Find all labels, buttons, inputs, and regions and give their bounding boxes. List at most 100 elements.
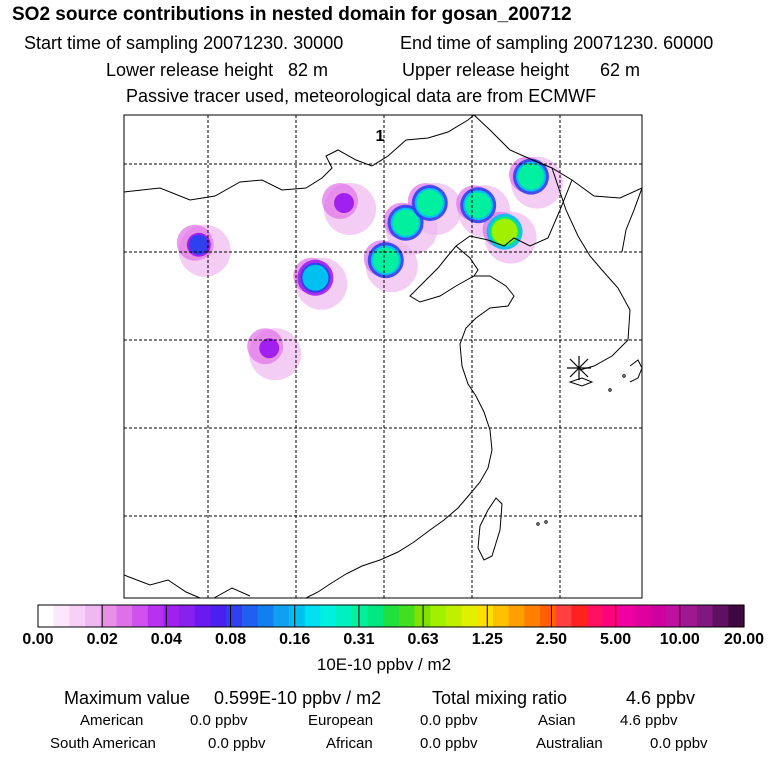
island xyxy=(622,374,626,378)
colorbar-swatch xyxy=(665,605,682,627)
colorbar-swatch xyxy=(367,605,384,627)
source-core xyxy=(336,195,352,211)
colorbar-swatch xyxy=(398,605,416,627)
source-core xyxy=(416,190,443,216)
source-core xyxy=(392,209,419,236)
colorbar-swatch xyxy=(508,605,525,627)
colorbar-swatch xyxy=(492,605,510,627)
total-mixing-label: Total mixing ratio xyxy=(432,688,568,708)
source-core xyxy=(372,247,399,274)
end-time-label: End time of sampling 20071230. 60000 xyxy=(400,33,714,53)
island xyxy=(568,377,594,387)
colorbar-swatch xyxy=(383,605,400,627)
coastline xyxy=(551,167,631,371)
colorbar-frame xyxy=(37,604,745,628)
colorbar-swatch xyxy=(320,605,337,627)
colorbar-swatch xyxy=(179,605,196,627)
coastline-layer xyxy=(124,115,642,598)
plume-layer xyxy=(176,156,563,381)
colorbar-swatch xyxy=(53,605,70,627)
region-value: 0.0 ppbv xyxy=(420,712,478,729)
colorbar-tick-label: 0.00 xyxy=(22,631,54,648)
region-name: South American xyxy=(50,735,156,752)
colorbar-tick-label: 0.63 xyxy=(407,631,439,648)
region-value: 0.0 ppbv xyxy=(208,735,266,752)
colorbar-swatch xyxy=(69,605,86,627)
colorbar-swatch xyxy=(540,605,557,627)
source-core xyxy=(465,192,492,219)
region-value: 0.0 ppbv xyxy=(190,712,248,729)
colorbar xyxy=(38,605,745,627)
colorbar-swatch xyxy=(289,605,306,627)
chart-title: SO2 source contributions in nested domai… xyxy=(12,4,572,25)
colorbar-swatch xyxy=(712,605,729,627)
island xyxy=(536,522,540,526)
colorbar-swatch xyxy=(226,605,243,627)
region-name: American xyxy=(80,712,144,729)
tracer-note: Passive tracer used, meteorological data… xyxy=(126,86,597,106)
colorbar-swatch xyxy=(477,605,494,627)
colorbar-swatch xyxy=(38,605,55,627)
colorbar-swatch xyxy=(273,605,290,627)
colorbar-swatch xyxy=(587,605,604,627)
national-border xyxy=(124,574,201,598)
source-core xyxy=(491,218,518,245)
colorbar-swatch xyxy=(602,605,620,627)
source-core xyxy=(188,234,209,255)
colorbar-swatch xyxy=(696,605,714,627)
national-border xyxy=(213,587,251,598)
colorbar-tick-label: 1.25 xyxy=(471,631,503,648)
colorbar-tick-label: 20.00 xyxy=(723,631,765,648)
colorbar-tick-label: 0.08 xyxy=(214,631,247,648)
colorbar-swatch xyxy=(681,605,698,627)
colorbar-tick-label: 0.31 xyxy=(343,631,375,648)
colorbar-swatch xyxy=(241,605,259,627)
colorbar-swatch xyxy=(336,605,353,627)
colorbar-swatch xyxy=(571,605,588,627)
colorbar-swatch xyxy=(524,605,541,627)
source-core xyxy=(302,264,329,291)
lat-lon-grid xyxy=(124,115,642,598)
region-name: European xyxy=(308,712,374,729)
colorbar-tick-label: 10.00 xyxy=(659,631,700,648)
colorbar-swatch xyxy=(649,605,667,627)
panel-label: 1 xyxy=(376,128,385,145)
region-name: African xyxy=(326,735,373,752)
upper-height-label: Upper release height xyxy=(402,60,570,80)
colorbar-swatch xyxy=(85,605,102,627)
lower-height-label: Lower release height xyxy=(106,60,274,80)
coastline xyxy=(455,245,479,277)
colorbar-swatch xyxy=(304,605,321,627)
colorbar-swatch xyxy=(163,605,180,627)
source-core xyxy=(261,340,278,357)
max-value-label: Maximum value xyxy=(64,688,191,708)
colorbar-swatch xyxy=(728,605,745,627)
region-value: 0.0 ppbv xyxy=(420,735,478,752)
island xyxy=(629,359,642,383)
lower-height-value: 82 m xyxy=(288,60,329,80)
receptor-marker xyxy=(567,356,591,380)
region-name: Australian xyxy=(536,735,603,752)
colorbar-swatch xyxy=(430,605,447,627)
colorbar-swatch xyxy=(132,605,149,627)
island xyxy=(544,520,548,524)
colorbar-swatch xyxy=(210,605,227,627)
region-name: Asian xyxy=(538,712,576,729)
max-value: 0.599E-10 ppbv / m2 xyxy=(214,688,382,708)
colorbar-swatch xyxy=(634,605,651,627)
national-border xyxy=(124,115,475,201)
colorbar-tick-label: 2.50 xyxy=(535,631,568,648)
colorbar-swatch xyxy=(461,605,478,627)
colorbar-swatch xyxy=(618,605,635,627)
colorbar-swatch xyxy=(100,605,118,627)
colorbar-swatch xyxy=(351,605,369,627)
region-value: 0.0 ppbv xyxy=(650,735,708,752)
start-time-label: Start time of sampling 20071230. 30000 xyxy=(24,33,344,53)
total-mixing-value: 4.6 ppbv xyxy=(626,688,696,708)
coastline xyxy=(621,187,642,253)
colorbar-swatch xyxy=(194,605,212,627)
colorbar-tick-label: 0.02 xyxy=(86,631,118,648)
colorbar-swatch xyxy=(257,605,274,627)
colorbar-tick-label: 0.04 xyxy=(150,631,182,648)
